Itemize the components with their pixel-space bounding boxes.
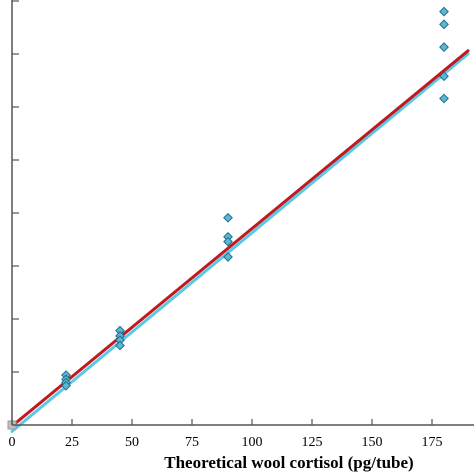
x-tick-label: 50 [125, 435, 139, 450]
x-tick-label: 150 [362, 435, 383, 450]
plot-area [12, 0, 474, 425]
x-tick-label: 25 [65, 435, 79, 450]
data-point [439, 19, 449, 30]
data-point [223, 252, 233, 262]
x-tick-label: 100 [242, 435, 263, 450]
data-point [223, 212, 233, 223]
x-tick-label: 75 [185, 435, 199, 450]
data-points [7, 6, 449, 430]
tick-marks [11, 0, 433, 425]
x-tick-label: 125 [302, 435, 323, 450]
data-point [439, 93, 449, 104]
data-point [223, 236, 233, 247]
fit-lines [10, 49, 470, 433]
fit-line-red [10, 49, 470, 428]
tick-labels: 0 25 50 75 100 125 150 175 [9, 435, 443, 450]
data-point [61, 380, 71, 391]
data-point [115, 340, 125, 351]
data-point [439, 6, 449, 17]
data-point [439, 42, 449, 53]
x-axis-title: Theoretical wool cortisol (pg/tube) [164, 453, 413, 472]
fit-line-blue [10, 52, 470, 433]
x-tick-label: 175 [422, 435, 443, 450]
data-point [439, 71, 449, 82]
x-tick-label: 0 [9, 435, 16, 450]
